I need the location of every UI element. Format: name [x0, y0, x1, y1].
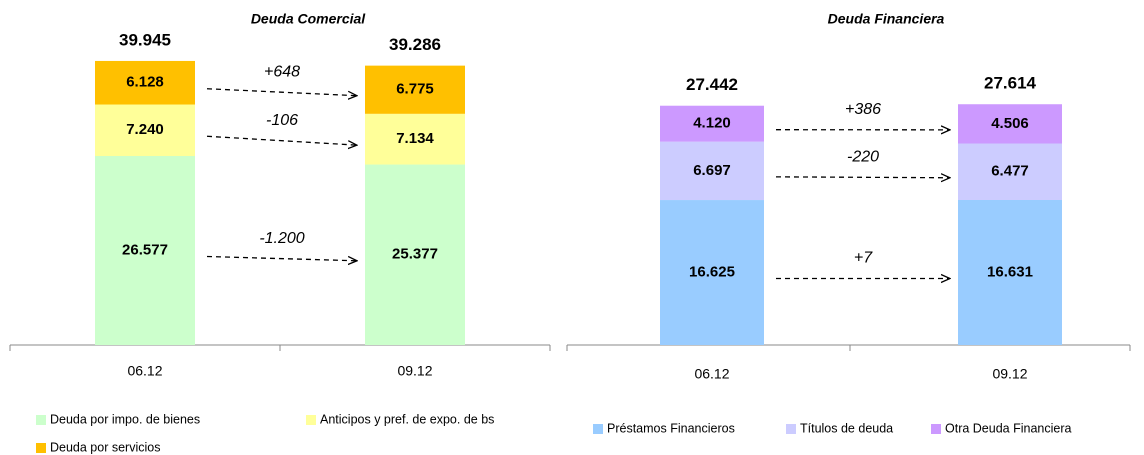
total-label: 39.945	[119, 30, 171, 49]
change-arrow	[206, 255, 357, 261]
x-tick-label: 09.12	[397, 363, 432, 379]
total-label: 39.286	[389, 35, 441, 54]
bar-segment	[958, 199, 1062, 345]
legend-swatch	[36, 443, 46, 453]
legend-label: Deuda por servicios	[50, 440, 160, 454]
value-label: 16.631	[987, 263, 1033, 280]
value-label: 7.240	[126, 121, 164, 138]
legend-swatch	[786, 424, 796, 434]
change-label: -106	[266, 112, 298, 129]
total-label: 27.614	[984, 74, 1037, 93]
x-tick-label: 06.12	[127, 363, 162, 379]
change-arrow	[775, 177, 950, 178]
bar-segment	[95, 104, 195, 157]
value-label: 4.120	[693, 115, 731, 132]
bar-segment	[660, 141, 764, 201]
bar-segment	[958, 104, 1062, 144]
legend-label: Títulos de deuda	[800, 421, 893, 435]
legend-label: Otra Deuda Financiera	[945, 421, 1072, 435]
bar-segment	[660, 105, 764, 142]
chart-title: Deuda Financiera	[828, 11, 945, 27]
legend-swatch	[593, 424, 603, 434]
change-label: +648	[264, 63, 300, 80]
change-label: +7	[854, 250, 873, 267]
bar-segment	[365, 113, 465, 165]
x-tick-label: 09.12	[992, 366, 1027, 382]
bar-segment	[365, 65, 465, 114]
value-label: 7.134	[396, 130, 434, 147]
bar-segment	[958, 143, 1062, 200]
legend-swatch	[306, 415, 316, 425]
x-tick-label: 06.12	[694, 366, 729, 382]
bar-segment	[365, 164, 465, 345]
change-label: +386	[845, 101, 881, 118]
value-label: 6.697	[693, 162, 731, 179]
change-label: -220	[847, 149, 879, 166]
total-label: 27.442	[686, 75, 738, 94]
value-label: 25.377	[392, 246, 438, 263]
legend-swatch	[931, 424, 941, 434]
value-label: 6.775	[396, 81, 434, 98]
value-label: 16.625	[689, 263, 735, 280]
value-label: 4.506	[991, 115, 1029, 132]
legend-swatch	[36, 415, 46, 425]
value-label: 6.477	[991, 163, 1029, 180]
legend-label: Anticipos y pref. de expo. de bs	[320, 412, 494, 426]
bar-segment	[95, 60, 195, 105]
bar-segment	[95, 156, 195, 345]
value-label: 26.577	[122, 241, 168, 258]
bar-segment	[660, 200, 764, 345]
change-arrow	[206, 88, 357, 96]
legend-label: Deuda por impo. de bienes	[50, 412, 200, 426]
change-arrow	[206, 135, 357, 145]
value-label: 6.128	[126, 74, 164, 91]
legend-label: Préstamos Financieros	[607, 421, 735, 435]
chart-title: Deuda Comercial	[251, 11, 366, 27]
change-label: -1.200	[259, 230, 304, 247]
